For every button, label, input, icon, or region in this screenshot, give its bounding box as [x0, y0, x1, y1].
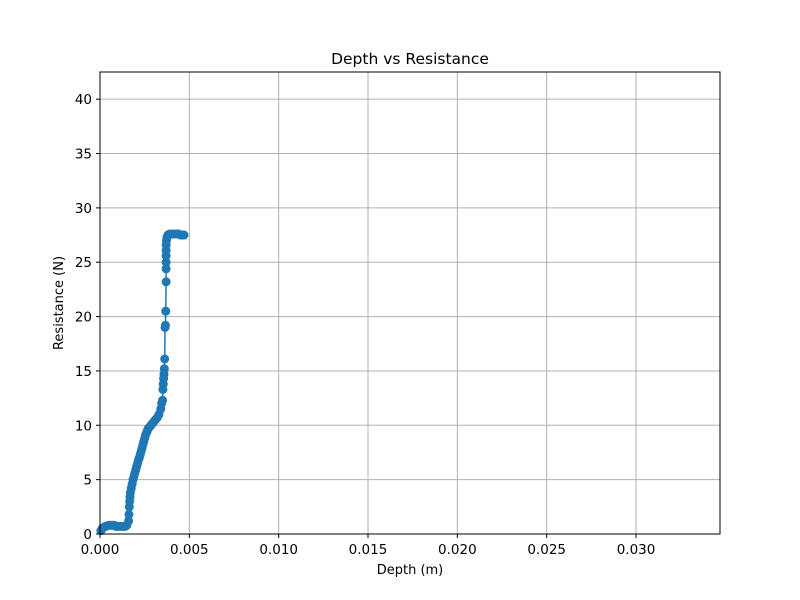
data-point: [161, 306, 171, 316]
y-tick-label: 30: [75, 201, 92, 217]
data-point: [158, 395, 168, 405]
data-point: [161, 277, 171, 287]
x-axis-label: Depth (m): [377, 563, 444, 578]
data-point: [124, 516, 134, 526]
y-tick-label: 20: [75, 310, 92, 326]
chart-title: Depth vs Resistance: [331, 50, 489, 68]
data-point: [160, 354, 170, 364]
y-tick-label: 25: [75, 255, 92, 271]
x-tick-label: 0.025: [527, 542, 566, 558]
x-tick-label: 0.015: [349, 542, 388, 558]
data-point: [179, 230, 189, 240]
data-point: [161, 257, 171, 267]
y-axis-label: Resistance (N): [52, 256, 67, 350]
y-tick-label: 15: [75, 364, 92, 380]
data-point: [159, 364, 169, 374]
y-tick-label: 35: [75, 147, 92, 163]
y-tick-label: 40: [75, 92, 92, 108]
data-point: [161, 264, 171, 274]
x-tick-label: 0.030: [617, 542, 656, 558]
x-tick-label: 0.010: [259, 542, 298, 558]
x-tick-label: 0.020: [438, 542, 477, 558]
data-point: [160, 320, 170, 330]
data-point: [124, 509, 134, 519]
axis-ticks: 0.000 0.005 0.010 0.015 0.020 0.025 0.030 0 5 10 1…: [75, 92, 656, 558]
x-tick-label: 0.000: [81, 542, 120, 558]
plot-area-frame: [99, 71, 721, 535]
grid-lines: [99, 72, 720, 535]
x-tick-label: 0.005: [170, 542, 209, 558]
y-tick-label: 10: [75, 418, 92, 434]
y-tick-label: 5: [83, 473, 92, 489]
data-series: [96, 229, 189, 536]
y-tick-label: 0: [83, 527, 92, 543]
